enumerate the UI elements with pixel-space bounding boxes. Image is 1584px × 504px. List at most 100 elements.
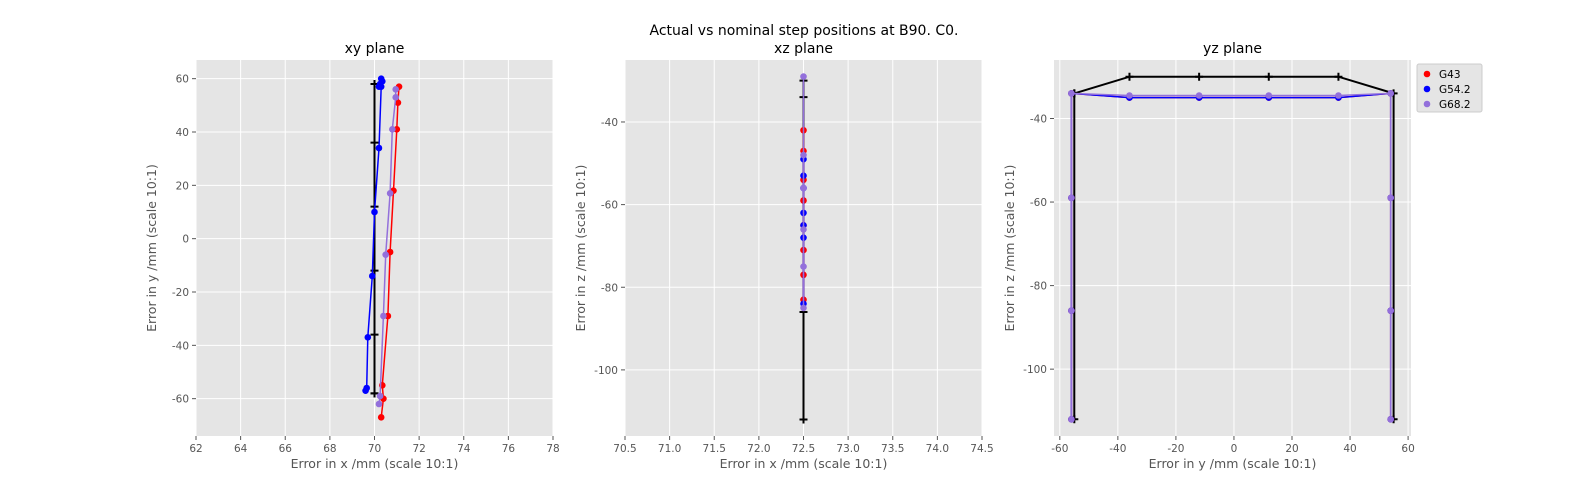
y-tick-label: -80 bbox=[1030, 281, 1047, 293]
x-tick-label: 74.0 bbox=[926, 443, 949, 455]
data-point bbox=[1335, 92, 1342, 99]
x-tick-label: -20 bbox=[1167, 443, 1184, 455]
data-point bbox=[375, 400, 383, 408]
y-tick-label: -40 bbox=[172, 340, 189, 352]
panel-1: 70.5 71.0 71.5 72.0 72.5 73.0 73.5 74.0 74.5 -100… bbox=[573, 41, 994, 471]
data-point bbox=[1265, 92, 1273, 99]
nominal-point bbox=[370, 138, 379, 147]
data-point bbox=[382, 251, 389, 258]
x-tick-label: 40 bbox=[1343, 443, 1356, 455]
y-tick-label: -20 bbox=[172, 287, 189, 299]
data-point bbox=[800, 226, 807, 233]
x-tick-label: 0 bbox=[1231, 443, 1238, 455]
nominal-point bbox=[1334, 72, 1343, 81]
data-point bbox=[375, 144, 383, 152]
x-tick-label: 74.5 bbox=[970, 443, 993, 455]
panel-0: 62 64 66 68 70 72 74 76 78 -60 -40 -20 0 20 40 60 xy pla… bbox=[144, 41, 560, 471]
data-point bbox=[1068, 90, 1075, 97]
x-tick-label: 62 bbox=[189, 443, 202, 455]
data-point bbox=[1126, 92, 1133, 99]
x-tick-label: 68 bbox=[323, 443, 336, 455]
data-point bbox=[389, 126, 396, 133]
x-tick-label: 70 bbox=[368, 443, 381, 455]
data-point bbox=[375, 83, 383, 90]
data-point bbox=[392, 94, 399, 101]
x-axis-label: Error in x /mm (scale 10:1) bbox=[720, 456, 888, 471]
data-point bbox=[376, 392, 384, 400]
x-tick-label: 20 bbox=[1285, 443, 1298, 455]
panel-2: -60 -40 -20 0 20 40 60 -100 -80 -60 -40 yz plane Err… bbox=[1002, 41, 1415, 471]
data-point bbox=[377, 414, 385, 421]
x-tick-label: 60 bbox=[1401, 443, 1414, 455]
data-point bbox=[363, 384, 370, 392]
y-tick-label: -60 bbox=[172, 394, 189, 406]
data-point bbox=[392, 86, 399, 93]
nominal-point bbox=[799, 415, 808, 424]
x-tick-label: 66 bbox=[279, 443, 293, 455]
series-G54.2 bbox=[362, 75, 386, 394]
legend-box bbox=[1416, 63, 1483, 113]
x-tick-label: 76 bbox=[502, 443, 516, 455]
nominal-point bbox=[370, 389, 379, 398]
nominal-point bbox=[1195, 72, 1204, 81]
series-line bbox=[378, 89, 397, 405]
nominal-point bbox=[1125, 72, 1134, 81]
data-point bbox=[1068, 307, 1075, 314]
data-point bbox=[371, 208, 378, 216]
data-point bbox=[1387, 415, 1394, 423]
data-point bbox=[1387, 90, 1394, 97]
x-axis-label: Error in y /mm (scale 10:1) bbox=[1149, 456, 1317, 471]
x-tick-label: 74 bbox=[457, 443, 471, 455]
data-point bbox=[394, 99, 402, 106]
data-point bbox=[800, 184, 807, 192]
y-axis-label: Error in y /mm (scale 10:1) bbox=[144, 164, 159, 332]
data-point bbox=[364, 334, 372, 341]
y-tick-label: -40 bbox=[601, 117, 618, 129]
x-tick-label: 72.5 bbox=[792, 443, 815, 455]
panel-title: xy plane bbox=[345, 41, 405, 57]
legend-label: G68.2 bbox=[1439, 99, 1471, 111]
y-axis-label: Error in z /mm (scale 10:1) bbox=[1002, 165, 1017, 332]
x-tick-label: 72 bbox=[412, 443, 425, 455]
y-tick-label: 20 bbox=[176, 180, 189, 192]
panels: 62 64 66 68 70 72 74 76 78 -60 -40 -20 0 20 40 60 xy pla… bbox=[144, 41, 1415, 471]
x-tick-label: 71.5 bbox=[703, 443, 726, 455]
x-tick-label: 72.0 bbox=[747, 443, 770, 455]
data-point bbox=[386, 190, 394, 197]
y-tick-label: -80 bbox=[601, 282, 618, 294]
data-point bbox=[800, 304, 807, 312]
legend-label: G43 bbox=[1439, 69, 1461, 81]
x-tick-label: -40 bbox=[1109, 443, 1126, 455]
data-point bbox=[1195, 92, 1203, 99]
x-tick-label: -60 bbox=[1051, 443, 1068, 455]
series-G68.2 bbox=[800, 73, 807, 312]
series-G68.2 bbox=[1068, 90, 1394, 423]
x-tick-label: 73.0 bbox=[836, 443, 859, 455]
data-point bbox=[1068, 415, 1075, 423]
plot-area bbox=[1054, 60, 1411, 436]
panel-title: xz plane bbox=[774, 41, 833, 57]
data-point bbox=[800, 151, 807, 159]
x-tick-label: 64 bbox=[234, 443, 248, 455]
y-axis-label: Error in z /mm (scale 10:1) bbox=[573, 165, 588, 332]
legend-marker bbox=[1423, 70, 1431, 78]
panel-title: yz plane bbox=[1203, 41, 1262, 57]
data-point bbox=[380, 312, 387, 320]
data-point bbox=[1387, 307, 1394, 314]
data-point bbox=[1387, 194, 1394, 202]
y-tick-label: -60 bbox=[601, 200, 618, 212]
data-point bbox=[800, 263, 807, 270]
x-tick-label: 71.0 bbox=[658, 443, 681, 455]
data-point bbox=[1068, 194, 1075, 202]
y-tick-label: -100 bbox=[594, 365, 618, 377]
x-axis-label: Error in x /mm (scale 10:1) bbox=[291, 456, 459, 471]
x-tick-label: 70.5 bbox=[613, 443, 636, 455]
y-tick-label: -60 bbox=[1030, 197, 1047, 209]
series-line bbox=[1070, 92, 1392, 420]
legend-marker bbox=[1423, 100, 1431, 108]
y-tick-label: -40 bbox=[1030, 113, 1047, 125]
y-tick-label: 40 bbox=[176, 127, 189, 139]
figure-suptitle: Actual vs nominal step positions at B90.… bbox=[650, 23, 959, 39]
data-point bbox=[377, 75, 385, 82]
